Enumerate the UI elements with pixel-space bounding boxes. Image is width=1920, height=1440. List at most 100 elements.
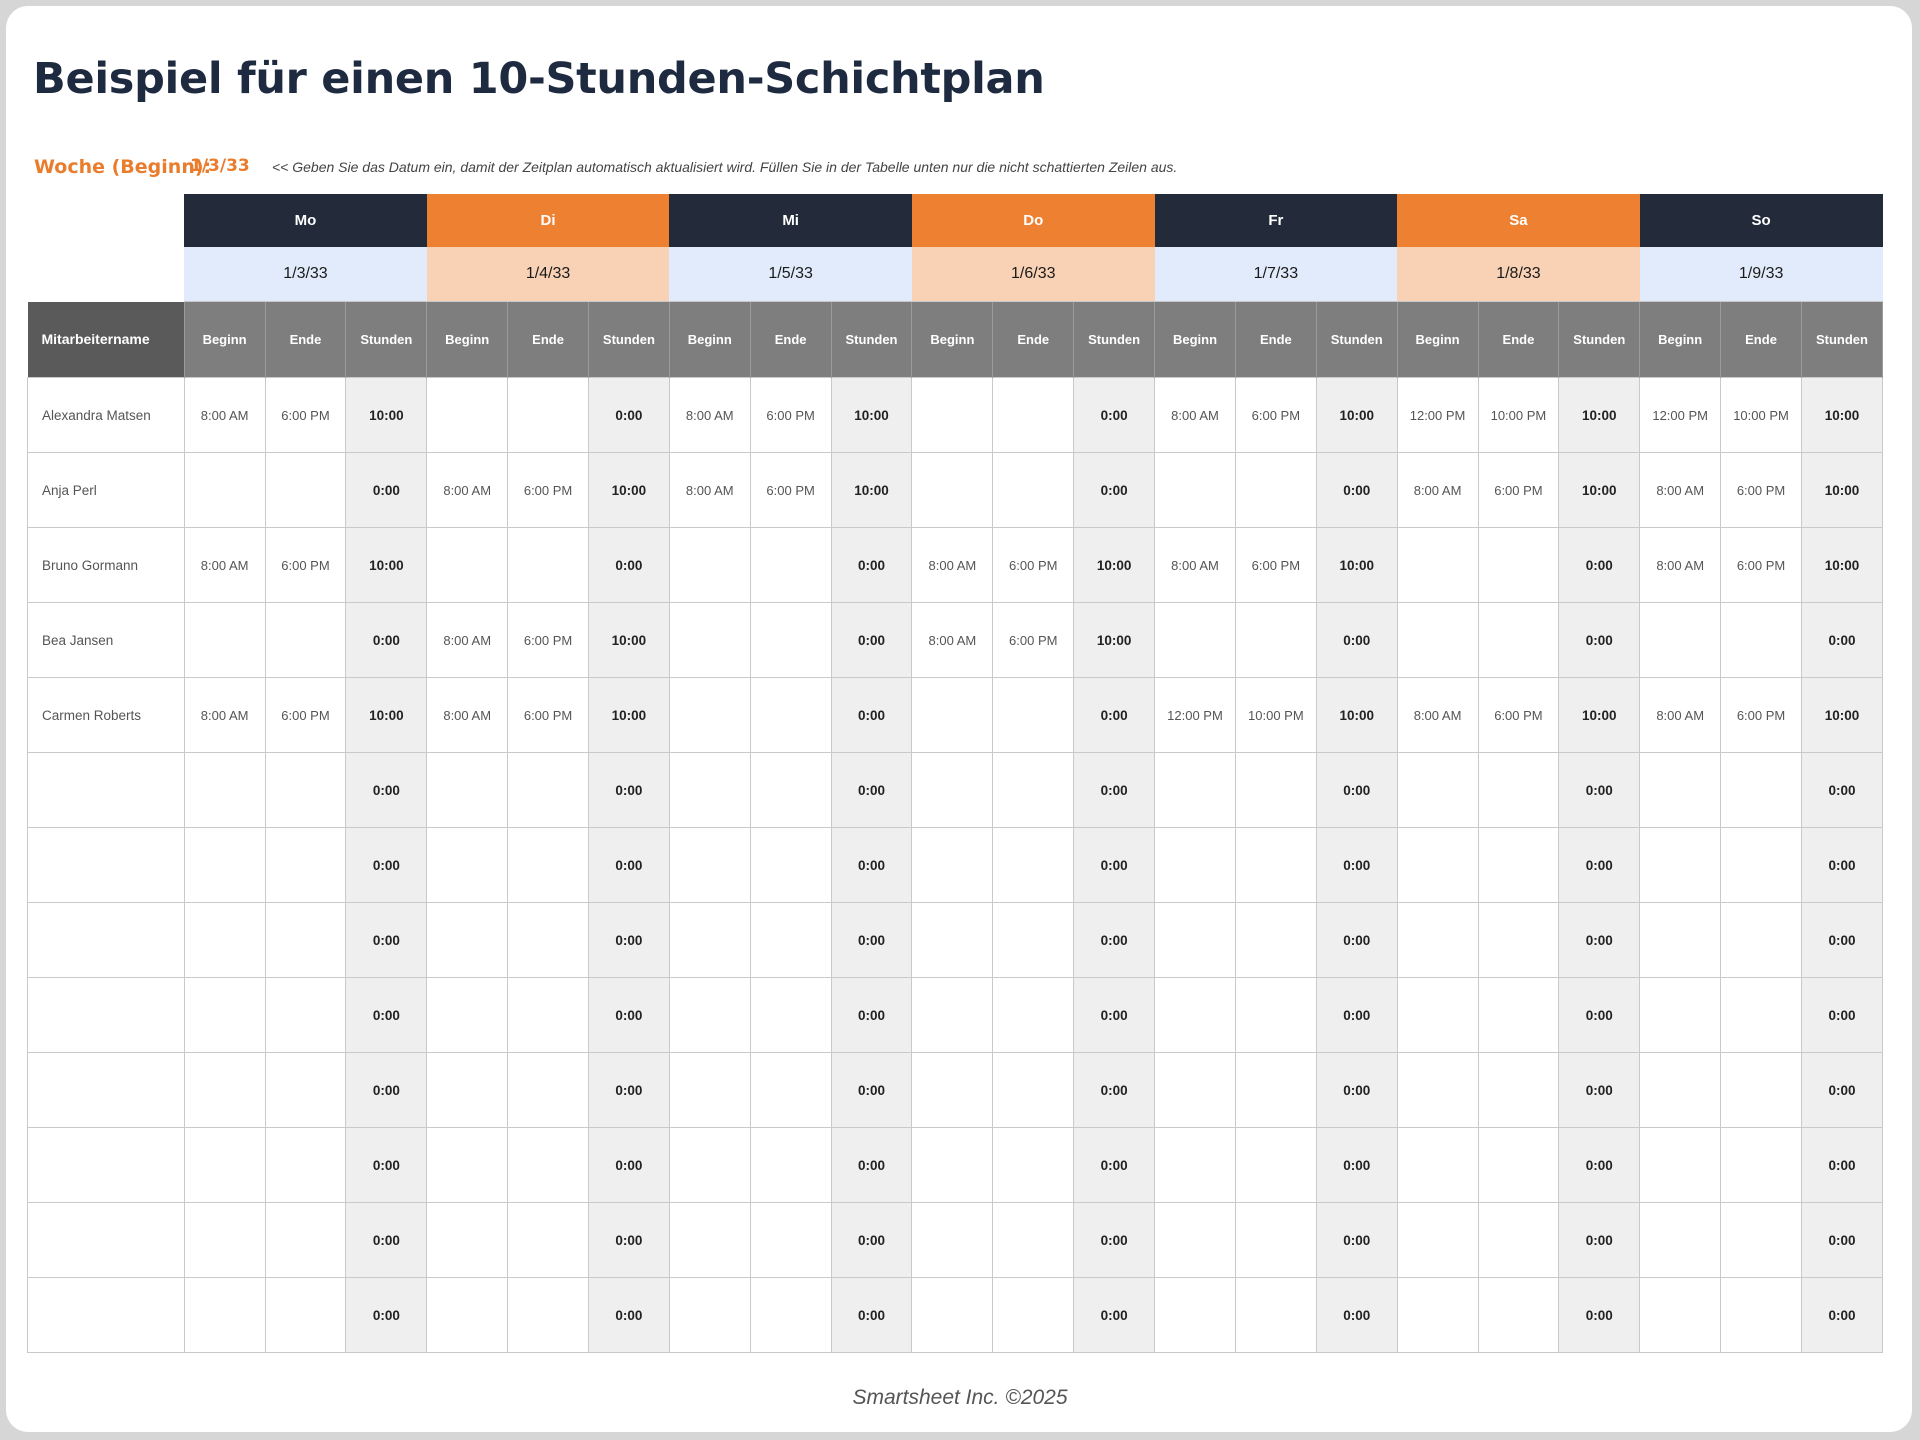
shift-end-cell[interactable] (507, 377, 589, 453)
shift-start-cell[interactable] (1639, 1127, 1722, 1203)
shift-start-cell[interactable] (911, 977, 994, 1053)
shift-end-cell[interactable] (507, 1052, 589, 1128)
shift-end-cell[interactable]: 6:00 PM (749, 377, 832, 453)
shift-start-cell[interactable] (911, 1277, 994, 1353)
shift-end-cell[interactable] (264, 902, 347, 978)
shift-start-cell[interactable] (183, 602, 266, 678)
shift-end-cell[interactable] (992, 1277, 1075, 1353)
shift-end-cell[interactable] (1720, 902, 1802, 978)
shift-end-cell[interactable] (1477, 1127, 1560, 1203)
shift-start-cell[interactable] (426, 1202, 509, 1278)
shift-end-cell[interactable] (992, 827, 1075, 903)
shift-end-cell[interactable] (992, 1127, 1075, 1203)
shift-end-cell[interactable] (1477, 902, 1560, 978)
shift-end-cell[interactable] (749, 602, 832, 678)
shift-end-cell[interactable] (507, 752, 589, 828)
shift-end-cell[interactable] (1234, 902, 1317, 978)
shift-start-cell[interactable] (183, 827, 266, 903)
shift-end-cell[interactable] (1234, 602, 1317, 678)
shift-end-cell[interactable] (992, 377, 1075, 453)
shift-start-cell[interactable] (1154, 602, 1236, 678)
shift-start-cell[interactable]: 12:00 PM (1639, 377, 1722, 453)
employee-name-cell[interactable] (27, 1202, 185, 1278)
shift-end-cell[interactable] (264, 1127, 347, 1203)
shift-end-cell[interactable] (992, 677, 1075, 753)
shift-start-cell[interactable] (1639, 1277, 1722, 1353)
shift-start-cell[interactable] (183, 1277, 266, 1353)
shift-end-cell[interactable] (264, 752, 347, 828)
shift-end-cell[interactable] (1720, 1202, 1802, 1278)
employee-name-cell[interactable]: Anja Perl (27, 452, 185, 528)
shift-start-cell[interactable]: 8:00 AM (1396, 452, 1479, 528)
shift-end-cell[interactable]: 6:00 PM (264, 677, 347, 753)
shift-end-cell[interactable] (992, 977, 1075, 1053)
shift-start-cell[interactable] (668, 1127, 751, 1203)
shift-start-cell[interactable] (183, 902, 266, 978)
shift-start-cell[interactable] (1396, 1277, 1479, 1353)
shift-start-cell[interactable] (1396, 977, 1479, 1053)
shift-end-cell[interactable]: 6:00 PM (507, 677, 589, 753)
shift-start-cell[interactable] (183, 752, 266, 828)
shift-end-cell[interactable] (1234, 1052, 1317, 1128)
employee-name-cell[interactable] (27, 902, 185, 978)
shift-end-cell[interactable] (1720, 1277, 1802, 1353)
shift-start-cell[interactable] (1639, 1202, 1722, 1278)
shift-end-cell[interactable] (992, 752, 1075, 828)
shift-start-cell[interactable] (1396, 527, 1479, 603)
shift-end-cell[interactable] (507, 527, 589, 603)
employee-name-cell[interactable]: Carmen Roberts (27, 677, 185, 753)
shift-start-cell[interactable] (1154, 752, 1236, 828)
shift-start-cell[interactable]: 8:00 AM (1396, 677, 1479, 753)
shift-end-cell[interactable] (1234, 752, 1317, 828)
shift-start-cell[interactable] (1639, 602, 1722, 678)
shift-start-cell[interactable] (668, 827, 751, 903)
shift-start-cell[interactable] (911, 377, 994, 453)
shift-start-cell[interactable]: 8:00 AM (426, 452, 509, 528)
shift-start-cell[interactable] (668, 1277, 751, 1353)
shift-end-cell[interactable] (1234, 1202, 1317, 1278)
employee-name-cell[interactable] (27, 827, 185, 903)
shift-start-cell[interactable]: 8:00 AM (183, 377, 266, 453)
shift-end-cell[interactable] (1234, 1277, 1317, 1353)
shift-start-cell[interactable] (1396, 1202, 1479, 1278)
shift-start-cell[interactable]: 8:00 AM (1639, 527, 1722, 603)
shift-end-cell[interactable] (507, 1202, 589, 1278)
shift-start-cell[interactable] (1396, 602, 1479, 678)
shift-start-cell[interactable] (183, 1127, 266, 1203)
shift-end-cell[interactable] (264, 1202, 347, 1278)
shift-end-cell[interactable] (507, 827, 589, 903)
shift-start-cell[interactable]: 8:00 AM (911, 527, 994, 603)
employee-name-cell[interactable]: Alexandra Matsen (27, 377, 185, 453)
shift-end-cell[interactable] (264, 1052, 347, 1128)
shift-end-cell[interactable] (264, 452, 347, 528)
shift-start-cell[interactable]: 8:00 AM (668, 377, 751, 453)
week-start-date-input[interactable]: 1/3/33 (190, 156, 250, 176)
shift-start-cell[interactable] (1154, 1052, 1236, 1128)
shift-end-cell[interactable]: 6:00 PM (1477, 677, 1560, 753)
employee-name-cell[interactable] (27, 1052, 185, 1128)
shift-end-cell[interactable]: 6:00 PM (507, 452, 589, 528)
shift-start-cell[interactable] (1154, 452, 1236, 528)
shift-end-cell[interactable]: 6:00 PM (749, 452, 832, 528)
shift-end-cell[interactable] (1477, 977, 1560, 1053)
shift-end-cell[interactable]: 6:00 PM (992, 602, 1075, 678)
shift-start-cell[interactable] (1154, 1202, 1236, 1278)
shift-start-cell[interactable]: 8:00 AM (426, 677, 509, 753)
shift-start-cell[interactable] (668, 902, 751, 978)
shift-end-cell[interactable] (1720, 752, 1802, 828)
shift-start-cell[interactable] (1154, 827, 1236, 903)
shift-end-cell[interactable]: 6:00 PM (1234, 527, 1317, 603)
shift-start-cell[interactable] (426, 827, 509, 903)
shift-start-cell[interactable] (1154, 977, 1236, 1053)
shift-start-cell[interactable] (668, 527, 751, 603)
shift-start-cell[interactable] (426, 377, 509, 453)
shift-end-cell[interactable]: 6:00 PM (507, 602, 589, 678)
shift-start-cell[interactable] (426, 1052, 509, 1128)
shift-end-cell[interactable] (992, 1202, 1075, 1278)
shift-start-cell[interactable] (1639, 977, 1722, 1053)
shift-start-cell[interactable] (426, 902, 509, 978)
shift-start-cell[interactable] (1639, 752, 1722, 828)
shift-start-cell[interactable] (1396, 902, 1479, 978)
shift-end-cell[interactable] (1234, 452, 1317, 528)
shift-start-cell[interactable] (911, 1127, 994, 1203)
